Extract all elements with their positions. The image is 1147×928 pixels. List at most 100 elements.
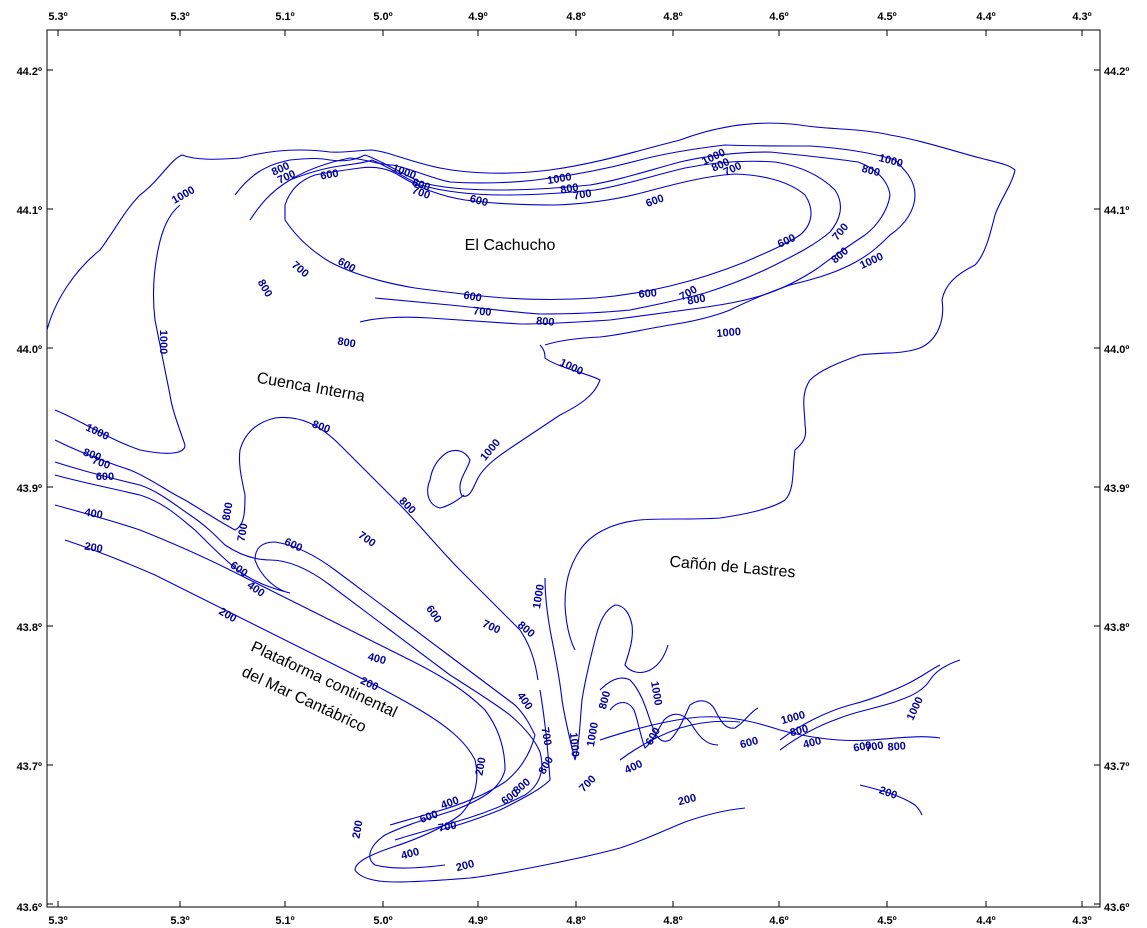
depth-label-600: 600: [644, 192, 665, 210]
region-label-cuenca-interna: Cuenca Interna: [255, 370, 366, 406]
lat-label-right-6: 43.7º: [1104, 761, 1129, 773]
contour-200-east: [859, 784, 923, 816]
top-longitude-labels: 5.3º 5.3º 5.1º 5.0º 4.9º 4.8º 4.8º 4.6º …: [48, 11, 1091, 23]
lon-label-bottom-10: 4.4º: [976, 915, 995, 927]
depth-label-700: 700: [577, 773, 598, 794]
depth-label-1000: 1000: [531, 583, 547, 609]
lat-label-left-1: 44.2º: [17, 66, 42, 78]
depth-label-700: 700: [473, 305, 492, 319]
lat-label-left-6: 43.7º: [17, 761, 42, 773]
depth-label-700: 700: [90, 454, 111, 472]
lon-label-bottom-1: 5.3º: [48, 915, 67, 927]
contour-800-east: [779, 664, 941, 741]
map-frame: [46, 29, 1101, 908]
depth-label-700: 700: [864, 740, 884, 755]
contour-800-north: [234, 151, 891, 325]
depth-label-700: 700: [480, 618, 502, 637]
depth-label-800: 800: [536, 315, 555, 329]
contour-700-north: [249, 159, 841, 315]
depth-label-400: 400: [623, 758, 645, 777]
depth-label-800: 800: [537, 755, 557, 777]
depth-label-400: 400: [802, 735, 823, 751]
contour-canyon-wiggle-3: [609, 701, 719, 749]
depth-label-700: 700: [437, 820, 457, 835]
lon-label-bottom-2: 5.3º: [170, 915, 189, 927]
depth-label-800: 800: [597, 690, 613, 711]
contour-lines: [46, 122, 1016, 883]
depth-label-1000: 1000: [567, 732, 581, 757]
lon-label-top-4: 5.0º: [373, 11, 392, 23]
depth-label-800: 800: [410, 176, 431, 194]
depth-label-600: 600: [638, 287, 657, 301]
depth-label-800: 800: [310, 418, 331, 436]
depth-label-800: 800: [559, 182, 579, 197]
depth-label-200: 200: [351, 819, 366, 839]
depth-label-600: 600: [96, 471, 114, 483]
depth-label-800: 800: [396, 495, 417, 516]
depth-label-700: 700: [572, 188, 592, 203]
tick-marks: [47, 30, 1100, 907]
lon-label-top-7: 4.8º: [663, 11, 682, 23]
depth-label-800: 800: [887, 740, 906, 754]
contour-canyon-wiggle-1: [594, 604, 669, 674]
contour-canyon-wiggle-2: [599, 677, 759, 742]
lat-label-left-3: 44.0º: [17, 344, 42, 356]
depth-label-600: 600: [739, 735, 760, 751]
depth-label-1000: 1000: [648, 680, 664, 706]
depth-label-600: 600: [319, 168, 339, 183]
depth-label-800: 800: [515, 619, 537, 640]
depth-label-200: 200: [217, 606, 239, 626]
lat-label-left-5: 43.8º: [17, 622, 42, 634]
depth-label-700: 700: [356, 529, 378, 549]
depth-label-1000: 1000: [585, 721, 601, 747]
contour-1000-cuenca: [427, 344, 601, 509]
lat-label-right-3: 44.0º: [1104, 344, 1129, 356]
depth-label-1000: 1000: [858, 251, 885, 272]
lat-label-right-1: 44.2º: [1104, 66, 1129, 78]
lat-label-left-4: 43.9º: [17, 483, 42, 495]
lon-label-bottom-4: 5.0º: [373, 915, 392, 927]
depth-label-600: 600: [418, 808, 439, 826]
depth-label-1000: 1000: [877, 152, 904, 170]
depth-label-200: 200: [455, 858, 476, 874]
lon-label-bottom-11: 4.3º: [1072, 915, 1091, 927]
left-latitude-labels: 44.2º 44.1º 44.0º 43.9º 43.8º 43.7º 43.6…: [17, 66, 42, 914]
depth-label-1000: 1000: [478, 437, 503, 463]
depth-label-1000: 1000: [84, 422, 111, 443]
depth-label-600: 600: [423, 603, 443, 625]
depth-label-400: 400: [83, 507, 103, 522]
contour-600-south: [389, 734, 536, 826]
lon-label-top-8: 4.6º: [769, 11, 788, 23]
contour-700-south: [394, 751, 543, 841]
depth-label-200: 200: [877, 784, 898, 802]
right-latitude-labels: 44.2º 44.1º 44.0º 43.9º 43.8º 43.7º 43.6…: [1104, 66, 1129, 914]
depth-label-600: 600: [282, 536, 304, 555]
depth-label-600: 600: [462, 290, 482, 305]
contour-400-west: [54, 504, 506, 869]
contour-200-west: [64, 539, 746, 883]
depth-label-1000: 1000: [157, 330, 169, 354]
contour-1000-west: [54, 204, 186, 454]
contour-800-south: [439, 689, 551, 831]
depth-label-800: 800: [81, 446, 102, 464]
lat-label-left-7: 43.6º: [17, 902, 42, 914]
contour-600-west: [54, 474, 536, 736]
depth-label-200: 200: [677, 792, 698, 808]
depth-label-800: 800: [255, 278, 275, 300]
depth-label-200: 200: [83, 541, 103, 556]
contour-1000-cachucho: [289, 144, 916, 346]
depth-label-600: 600: [852, 740, 872, 755]
lat-label-right-2: 44.1º: [1104, 205, 1129, 217]
depth-label-800: 800: [829, 245, 851, 266]
contour-1000-outer: [46, 122, 1016, 651]
depth-label-400: 400: [366, 651, 387, 667]
lon-label-bottom-9: 4.5º: [877, 915, 896, 927]
lon-label-top-5: 4.9º: [468, 11, 487, 23]
contour-400-east: [599, 716, 941, 742]
depth-label-800: 800: [789, 723, 810, 739]
lat-label-right-7: 43.6º: [1104, 902, 1129, 914]
lon-label-bottom-5: 4.9º: [468, 915, 487, 927]
depth-label-1000: 1000: [716, 326, 741, 340]
